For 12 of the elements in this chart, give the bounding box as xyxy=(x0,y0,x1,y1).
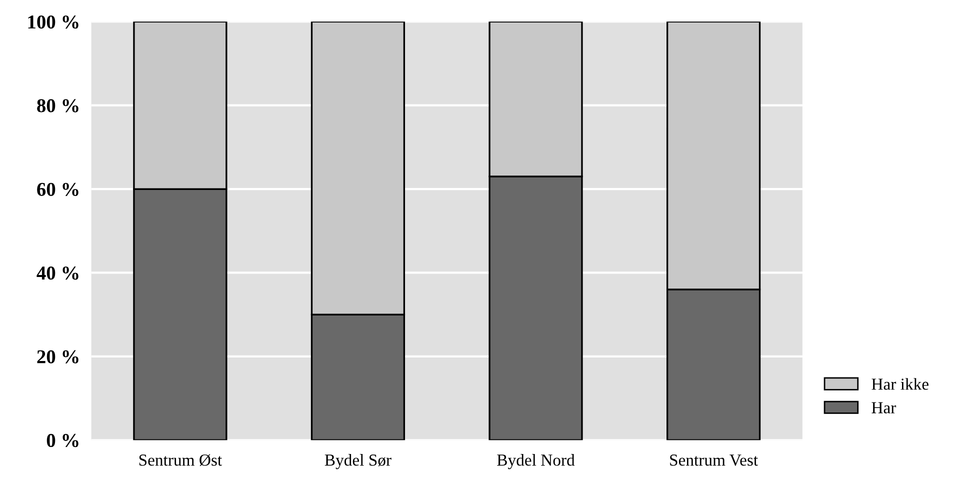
x-tick-label: Bydel Sør xyxy=(324,454,392,470)
y-tick-label: 60 % xyxy=(37,182,78,196)
y-tick-label: 40 % xyxy=(36,266,78,280)
y-tick-label: 0 % xyxy=(46,434,78,448)
x-tick-label: Sentrum Vest xyxy=(670,454,758,466)
y-tick-label: 20 % xyxy=(37,350,78,364)
y-tick-label: 80 % xyxy=(37,99,78,112)
legend-label: Har ikke xyxy=(872,378,928,390)
y-tick-label: 100 % xyxy=(28,15,78,29)
x-tick-label: Bydel Nord xyxy=(497,454,575,470)
legend-label: Har xyxy=(872,402,896,414)
x-tick-label: Sentrum Øst xyxy=(139,454,222,466)
